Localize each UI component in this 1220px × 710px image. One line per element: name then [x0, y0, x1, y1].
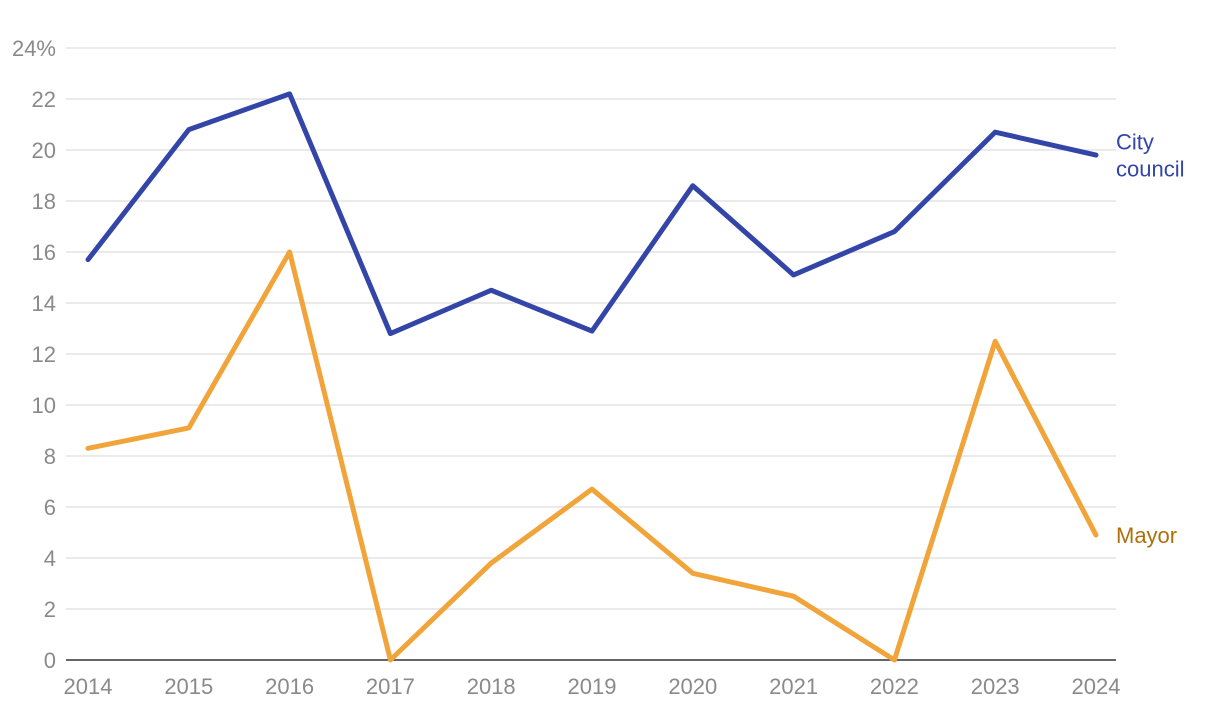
- gridlines: [66, 47, 1116, 610]
- x-tick-label-2020: 2020: [668, 674, 717, 699]
- x-tick-label-2021: 2021: [769, 674, 818, 699]
- y-tick-label-0: 0: [44, 648, 56, 673]
- series-label-city-council: City council: [1116, 130, 1184, 182]
- x-tick-label-2017: 2017: [366, 674, 415, 699]
- series-label-mayor: Mayor: [1116, 523, 1177, 548]
- series-label-line: City: [1116, 130, 1154, 155]
- y-tick-label-22: 22: [32, 87, 56, 112]
- y-tick-label-4: 4: [44, 546, 56, 571]
- x-tick-label-2022: 2022: [870, 674, 919, 699]
- x-tick-label-2014: 2014: [64, 674, 113, 699]
- series-label-line: Mayor: [1116, 523, 1177, 548]
- x-tick-label-2019: 2019: [568, 674, 617, 699]
- series-line-city-council: [85, 91, 1099, 337]
- y-tick-label-24: 24%: [12, 36, 56, 61]
- y-tick-label-16: 16: [32, 240, 56, 265]
- series-lines: [85, 91, 1099, 663]
- series-direct-labels: City council Mayor: [1116, 130, 1184, 548]
- x-axis-tick-labels: 2014 2015 2016 2017 2018 2019 2020 2021 2022 2023…: [64, 674, 1121, 699]
- y-tick-label-20: 20: [32, 138, 56, 163]
- y-tick-label-10: 10: [32, 393, 56, 418]
- x-tick-label-2023: 2023: [971, 674, 1020, 699]
- y-tick-label-8: 8: [44, 444, 56, 469]
- x-tick-label-2024: 2024: [1072, 674, 1121, 699]
- y-axis-tick-labels: 0 2 4 6 8 10 12 14 16 18 20 22 24%: [12, 36, 56, 673]
- x-tick-label-2016: 2016: [265, 674, 314, 699]
- series-label-line: council: [1116, 157, 1184, 182]
- x-tick-label-2018: 2018: [467, 674, 516, 699]
- y-tick-label-6: 6: [44, 495, 56, 520]
- y-tick-label-18: 18: [32, 189, 56, 214]
- x-tick-label-2015: 2015: [164, 674, 213, 699]
- y-tick-label-12: 12: [32, 342, 56, 367]
- y-tick-label-14: 14: [32, 291, 56, 316]
- y-tick-label-2: 2: [44, 597, 56, 622]
- series-line-mayor: [85, 249, 1099, 663]
